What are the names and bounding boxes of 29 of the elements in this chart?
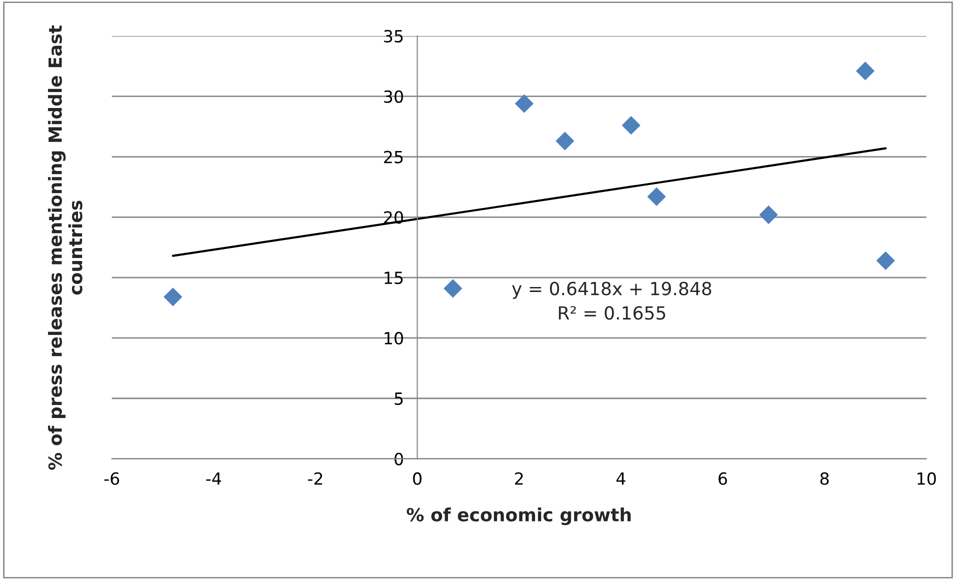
- x-axis-title: % of economic growth: [406, 508, 631, 526]
- point: [759, 205, 778, 224]
- x-tick-label: 0: [413, 472, 422, 485]
- x-tick-label: -2: [308, 472, 322, 485]
- y-axis-title: % of press releases mentioning Middle East countries: [48, 25, 82, 470]
- y-tick-label: 30: [384, 90, 403, 103]
- point: [876, 251, 895, 270]
- point: [647, 187, 666, 206]
- x-tick-label: 8: [820, 472, 829, 485]
- point: [164, 288, 182, 306]
- point: [856, 62, 875, 80]
- y-tick-label: 5: [394, 392, 403, 405]
- x-tick-label: -6: [104, 472, 120, 485]
- y-tick-label: 10: [384, 332, 403, 345]
- x-tick-label: 2: [515, 472, 523, 485]
- point: [514, 94, 534, 113]
- annotation: R² = 0.1655: [558, 306, 666, 320]
- x-tick-label: 6: [718, 472, 727, 485]
- y-tick-label: 35: [384, 30, 403, 43]
- x-tick-label: 4: [616, 472, 626, 485]
- y-tick-label: 25: [384, 150, 403, 164]
- x-tick-label: -4: [206, 472, 222, 485]
- x-tick-label: 10: [918, 472, 936, 485]
- point: [556, 132, 574, 150]
- point: [622, 116, 640, 135]
- y-tick-label: 15: [384, 272, 403, 284]
- annotation: y = 0.6418x + 19.848: [512, 282, 712, 299]
- y-tick-label: 0: [394, 452, 403, 466]
- point: [444, 279, 462, 298]
